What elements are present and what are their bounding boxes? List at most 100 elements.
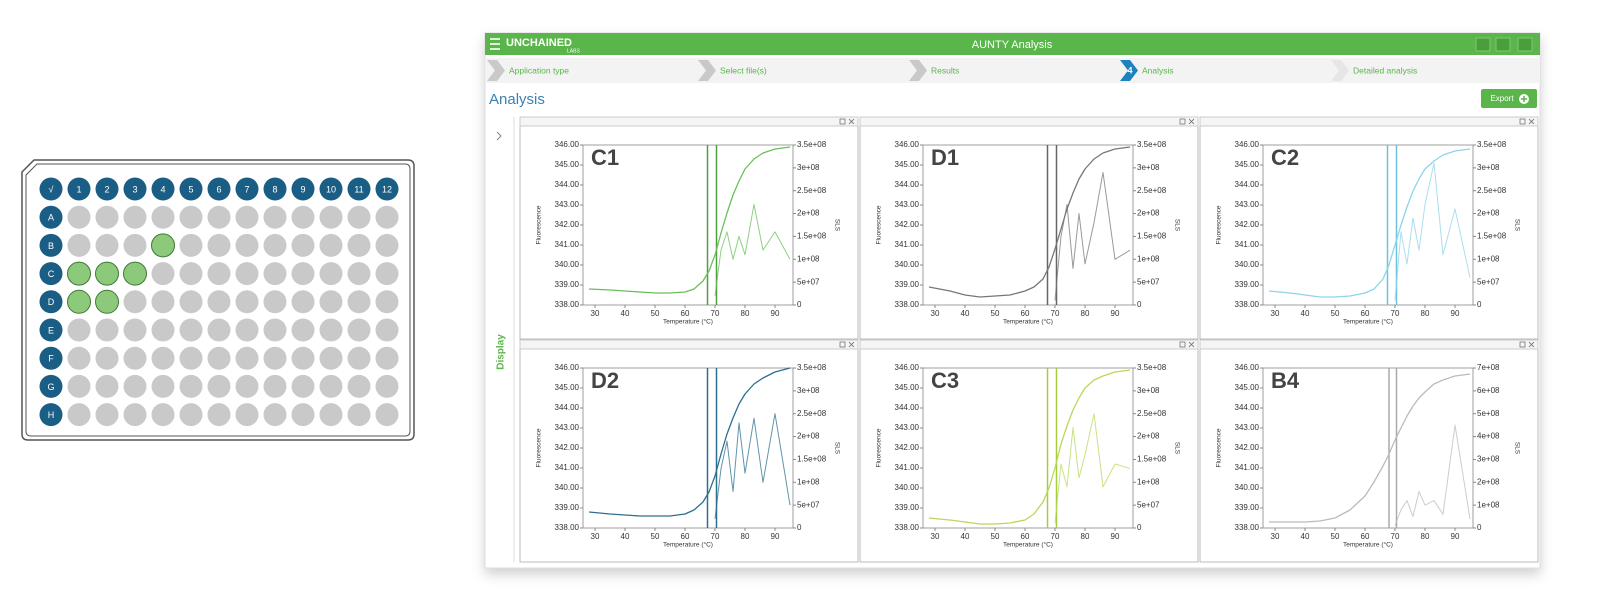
well[interactable] — [291, 403, 315, 427]
well[interactable] — [179, 403, 203, 427]
row-header[interactable] — [39, 374, 63, 398]
well[interactable] — [207, 290, 231, 314]
well[interactable] — [235, 403, 259, 427]
well[interactable] — [207, 403, 231, 427]
row-header[interactable] — [39, 318, 63, 342]
side-label[interactable]: Display — [496, 334, 507, 370]
well[interactable] — [235, 233, 259, 257]
well[interactable] — [347, 233, 371, 257]
well[interactable] — [235, 290, 259, 314]
well-selected[interactable] — [67, 289, 91, 314]
well[interactable] — [347, 205, 371, 229]
column-header[interactable] — [207, 177, 231, 201]
well[interactable] — [291, 374, 315, 398]
well[interactable] — [235, 318, 259, 342]
step-label[interactable]: Application type — [509, 65, 569, 75]
panel-float-button[interactable] — [1519, 341, 1526, 348]
well[interactable] — [151, 205, 175, 229]
well[interactable] — [95, 318, 119, 342]
panel-close-button[interactable] — [1528, 341, 1535, 348]
step-chevron[interactable] — [487, 60, 505, 81]
panel-close-button[interactable] — [1528, 118, 1535, 125]
well[interactable] — [123, 233, 147, 257]
well[interactable] — [291, 290, 315, 314]
well[interactable] — [347, 346, 371, 370]
column-header[interactable] — [347, 177, 371, 201]
panel-close-button[interactable] — [848, 341, 855, 348]
well[interactable] — [263, 205, 287, 229]
well[interactable] — [263, 374, 287, 398]
well[interactable] — [319, 262, 343, 286]
well[interactable] — [375, 403, 399, 427]
menu-icon[interactable] — [490, 38, 500, 50]
well[interactable] — [123, 290, 147, 314]
panel-close-button[interactable] — [848, 118, 855, 125]
column-header[interactable] — [375, 177, 399, 201]
well-selected[interactable] — [95, 261, 119, 286]
row-header[interactable] — [39, 233, 63, 257]
well[interactable] — [375, 346, 399, 370]
well[interactable] — [95, 233, 119, 257]
step-label[interactable]: Analysis — [1142, 65, 1174, 75]
column-header[interactable] — [319, 177, 343, 201]
well[interactable] — [179, 346, 203, 370]
row-header[interactable] — [39, 262, 63, 286]
well[interactable] — [375, 374, 399, 398]
well[interactable] — [95, 403, 119, 427]
well[interactable] — [151, 318, 175, 342]
well[interactable] — [235, 346, 259, 370]
well[interactable] — [375, 290, 399, 314]
well[interactable] — [319, 205, 343, 229]
well[interactable] — [291, 318, 315, 342]
well[interactable] — [263, 262, 287, 286]
well[interactable] — [151, 403, 175, 427]
well[interactable] — [319, 346, 343, 370]
well[interactable] — [151, 374, 175, 398]
well[interactable] — [291, 205, 315, 229]
row-header[interactable] — [39, 346, 63, 370]
step-label[interactable]: Results — [931, 65, 959, 75]
well[interactable] — [235, 262, 259, 286]
well[interactable] — [123, 403, 147, 427]
well[interactable] — [263, 403, 287, 427]
well[interactable] — [207, 346, 231, 370]
well[interactable] — [123, 318, 147, 342]
panel-float-button[interactable] — [1179, 118, 1186, 125]
well[interactable] — [235, 374, 259, 398]
well[interactable] — [319, 403, 343, 427]
column-header[interactable] — [235, 177, 259, 201]
well[interactable] — [319, 374, 343, 398]
step-label[interactable]: Detailed analysis — [1353, 65, 1417, 75]
well[interactable] — [291, 346, 315, 370]
well[interactable] — [67, 346, 91, 370]
well[interactable] — [375, 318, 399, 342]
row-header[interactable] — [39, 205, 63, 229]
well[interactable] — [319, 233, 343, 257]
well[interactable] — [235, 205, 259, 229]
minimize-button[interactable] — [1475, 37, 1491, 52]
panel-float-button[interactable] — [839, 341, 846, 348]
well[interactable] — [67, 205, 91, 229]
well[interactable] — [347, 374, 371, 398]
well[interactable] — [375, 233, 399, 257]
well[interactable] — [179, 318, 203, 342]
well[interactable] — [263, 346, 287, 370]
panel-float-button[interactable] — [1179, 341, 1186, 348]
well[interactable] — [347, 318, 371, 342]
well[interactable] — [95, 374, 119, 398]
well[interactable] — [263, 233, 287, 257]
column-header[interactable] — [151, 177, 175, 201]
well[interactable] — [179, 205, 203, 229]
well[interactable] — [291, 262, 315, 286]
column-header[interactable] — [67, 177, 91, 201]
step-chevron[interactable] — [698, 60, 716, 81]
well[interactable] — [179, 262, 203, 286]
well[interactable] — [263, 290, 287, 314]
expand-arrow[interactable] — [496, 131, 502, 141]
column-header[interactable] — [123, 177, 147, 201]
well[interactable] — [207, 374, 231, 398]
well[interactable] — [67, 318, 91, 342]
row-header[interactable] — [39, 290, 63, 314]
well[interactable] — [123, 205, 147, 229]
step-chevron[interactable] — [909, 60, 927, 81]
